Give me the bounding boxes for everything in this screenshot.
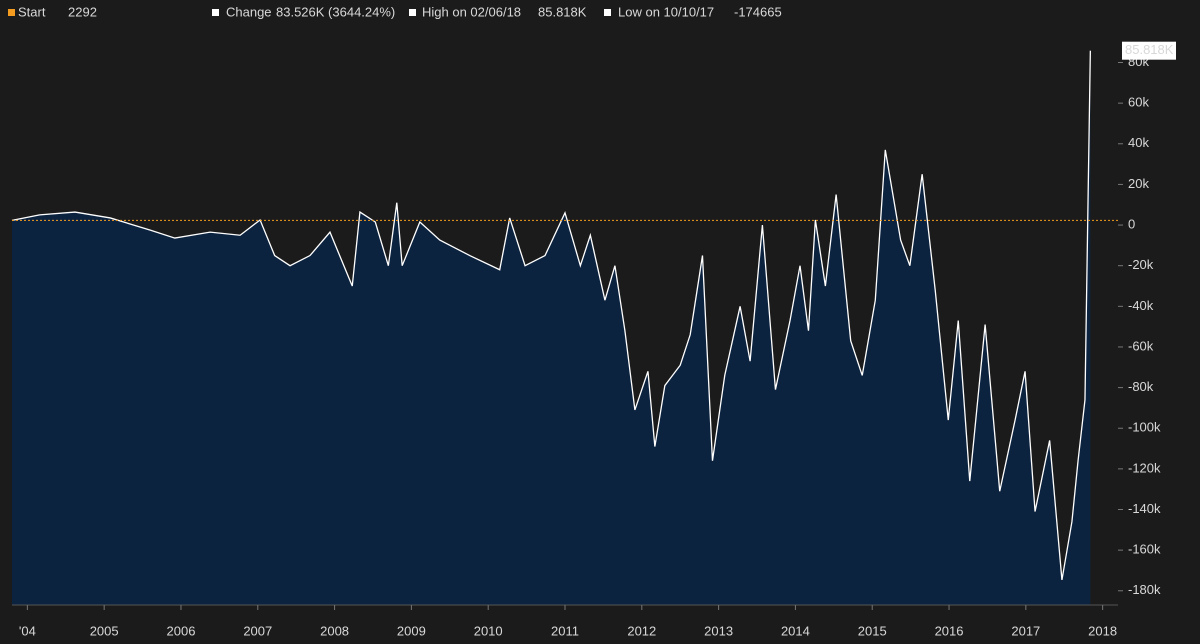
legend-swatch: [8, 9, 15, 16]
y-tick-label: -180k: [1128, 582, 1161, 597]
y-tick-label: 0: [1128, 216, 1135, 231]
stat-value: 83.526K (3644.24%): [276, 4, 395, 19]
x-tick-label: 2018: [1088, 623, 1117, 638]
last-value-label: 85.818K: [1125, 42, 1174, 57]
stat-value: 2292: [68, 4, 97, 19]
x-tick-label: 2013: [704, 623, 733, 638]
stat-label: Change: [226, 4, 272, 19]
x-tick-label: 2012: [627, 623, 656, 638]
x-tick-label: 2005: [90, 623, 119, 638]
stat-label: Low on 10/10/17: [618, 4, 714, 19]
y-tick-label: -20k: [1128, 257, 1154, 272]
x-tick-label: 2015: [858, 623, 887, 638]
y-tick-label: -160k: [1128, 542, 1161, 557]
stat-label: Start: [18, 4, 46, 19]
line: [11, 50, 1091, 581]
legend-swatch: [212, 9, 219, 16]
y-tick-label: 20k: [1128, 176, 1149, 191]
x-tick-label: 2014: [781, 623, 810, 638]
x-tick-label: 2009: [397, 623, 426, 638]
stat-value: -174665: [734, 4, 782, 19]
x-tick-label: 2008: [320, 623, 349, 638]
last-value-tag: [1122, 41, 1176, 60]
legend-swatch: [409, 9, 416, 16]
stat-value: 85.818K: [538, 4, 587, 19]
area: [12, 50, 1091, 606]
y-tick-label: -40k: [1128, 298, 1154, 313]
x-tick-label: 2007: [243, 623, 272, 638]
y-tick-label: -60k: [1128, 338, 1154, 353]
stat-label: High on 02/06/18: [422, 4, 521, 19]
legend-swatch: [604, 9, 611, 16]
x-tick-label: 2017: [1011, 623, 1040, 638]
y-tick-label: -100k: [1128, 420, 1161, 435]
y-tick-label: -120k: [1128, 460, 1161, 475]
x-tick-label: '04: [19, 623, 36, 638]
x-tick-label: 2016: [935, 623, 964, 638]
x-tick-label: 2010: [474, 623, 503, 638]
y-tick-label: -80k: [1128, 379, 1154, 394]
y-tick-label: 40k: [1128, 135, 1149, 150]
y-tick-label: -140k: [1128, 501, 1161, 516]
y-tick-label: 60k: [1128, 95, 1149, 110]
x-tick-label: 2011: [551, 623, 579, 638]
x-tick-label: 2006: [167, 623, 196, 638]
